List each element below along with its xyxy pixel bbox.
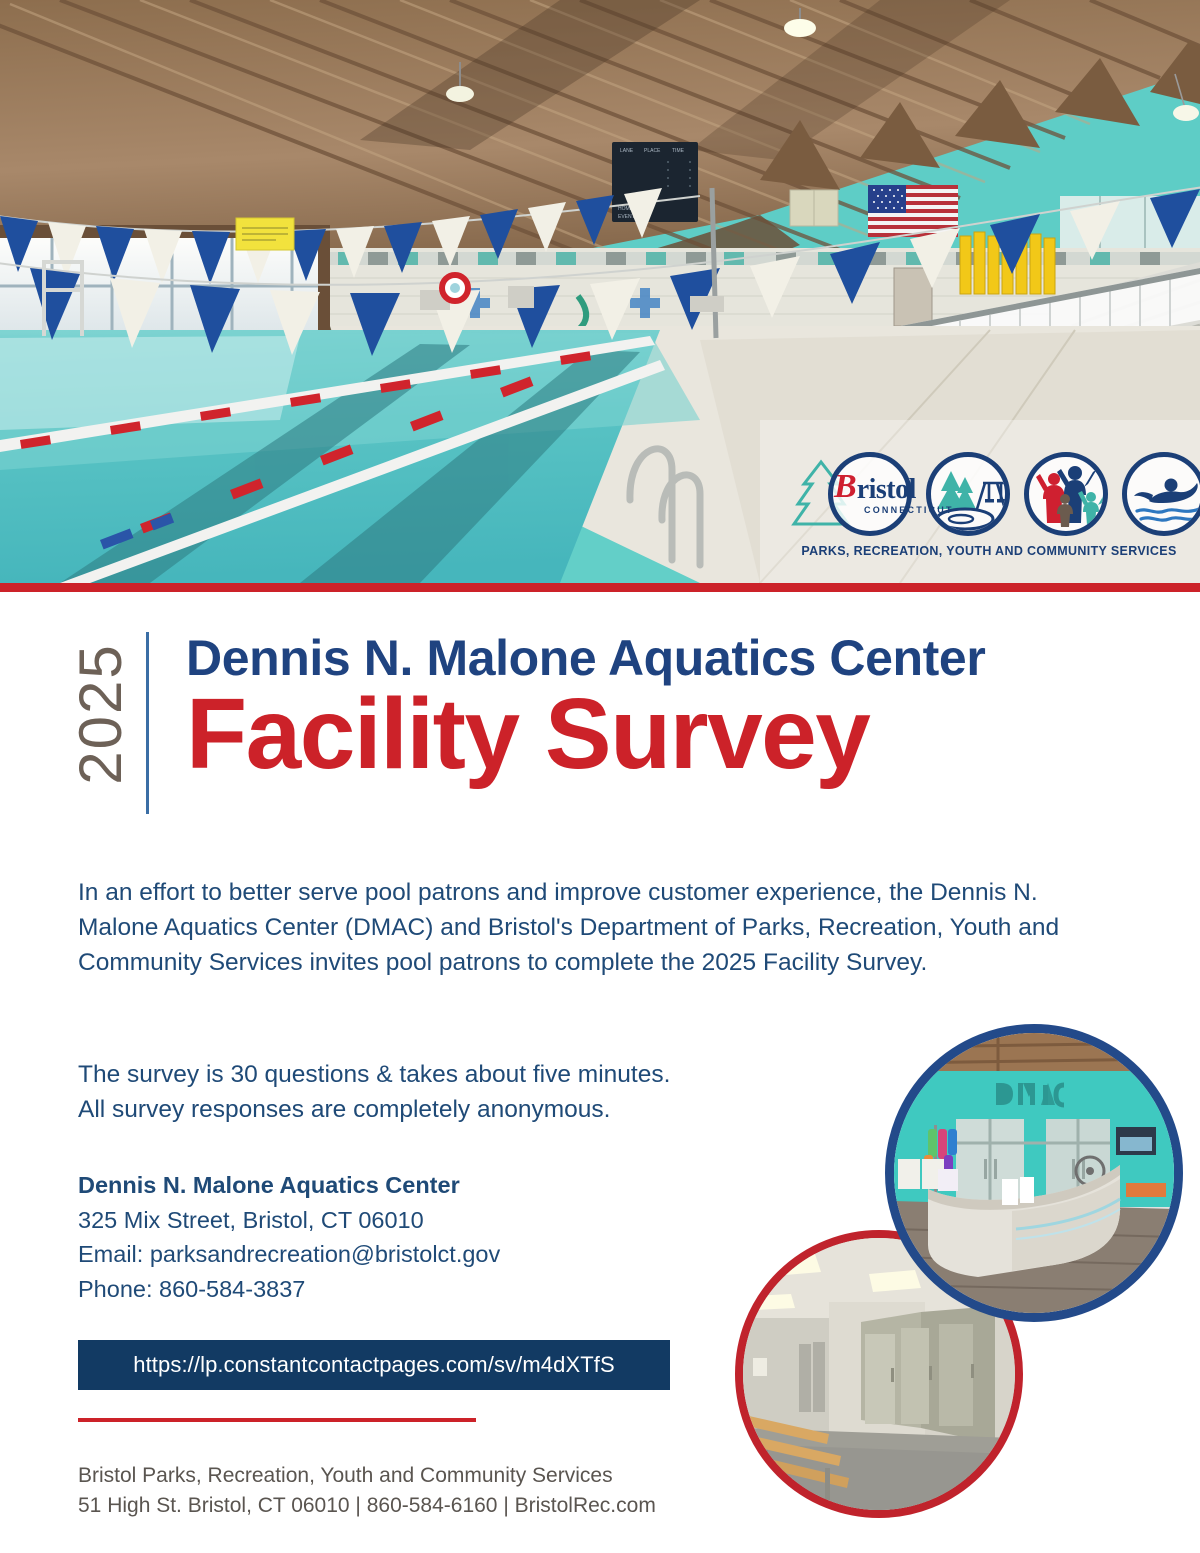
intro-paragraph: In an effort to better serve pool patron…	[78, 876, 1098, 980]
svg-text:EVENT: EVENT	[618, 214, 635, 220]
bristol-wordmark: Bristol CONNECTICUT	[834, 468, 964, 516]
svg-text:TIME: TIME	[672, 148, 685, 154]
bristol-prycs-logo: Bristol CONNECTICUT PARKS, RECREATION, Y…	[790, 452, 1200, 570]
logo-circle-row: Bristol CONNECTICUT	[790, 452, 1200, 540]
survey-anonymous-line: All survey responses are completely anon…	[78, 1095, 611, 1123]
swimmer-icon	[1134, 478, 1200, 522]
bristol-initial: B	[834, 468, 857, 505]
footer-block: Bristol Parks, Recreation, Youth and Com…	[78, 1461, 778, 1521]
front-desk-circle-photo	[885, 1024, 1183, 1322]
title-block: Dennis N. Malone Aquatics Center Facilit…	[186, 632, 1146, 787]
contact-name: Dennis N. Malone Aquatics Center	[78, 1172, 460, 1198]
logo-circle-family	[1024, 452, 1108, 536]
svg-text:LANE: LANE	[620, 148, 634, 154]
svg-text:HOME: HOME	[618, 206, 634, 212]
survey-details: The survey is 30 questions & takes about…	[78, 1058, 838, 1128]
year-label: 2025	[67, 643, 134, 785]
contact-phone: Phone: 860-584-3837	[78, 1275, 306, 1302]
bristol-state: CONNECTICUT	[864, 505, 954, 515]
survey-link-url[interactable]: https://lp.constantcontactpages.com/sv/m…	[133, 1352, 615, 1377]
footer-red-rule	[78, 1418, 476, 1422]
footer-department: Bristol Parks, Recreation, Youth and Com…	[78, 1464, 613, 1487]
logo-circle-bristol	[828, 452, 912, 536]
survey-length-line: The survey is 30 questions & takes about…	[78, 1061, 671, 1088]
logo-tagline: PARKS, RECREATION, YOUTH AND COMMUNITY S…	[801, 544, 1177, 558]
logo-circle-park	[926, 452, 1010, 536]
bristol-name: ristol	[856, 474, 917, 505]
footer-contact: 51 High St. Bristol, CT 06010 | 860-584-…	[78, 1494, 656, 1518]
page-title: Facility Survey	[186, 678, 871, 790]
contact-block: Dennis N. Malone Aquatics Center 325 Mix…	[78, 1168, 718, 1306]
family-people-icon	[1036, 466, 1103, 527]
page-subtitle: Dennis N. Malone Aquatics Center	[186, 630, 986, 686]
contact-address: 325 Mix Street, Bristol, CT 06010	[78, 1206, 424, 1233]
survey-link-button[interactable]: https://lp.constantcontactpages.com/sv/m…	[78, 1340, 670, 1390]
hero-red-divider	[0, 583, 1200, 592]
contact-email[interactable]: Email: parksandrecreation@bristolct.gov	[78, 1241, 501, 1268]
logo-circle-swimmer	[1122, 452, 1200, 536]
svg-text:PLACE: PLACE	[644, 148, 661, 154]
intro-paragraph-text: In an effort to better serve pool patron…	[78, 879, 1060, 976]
year-divider-line	[146, 632, 149, 814]
